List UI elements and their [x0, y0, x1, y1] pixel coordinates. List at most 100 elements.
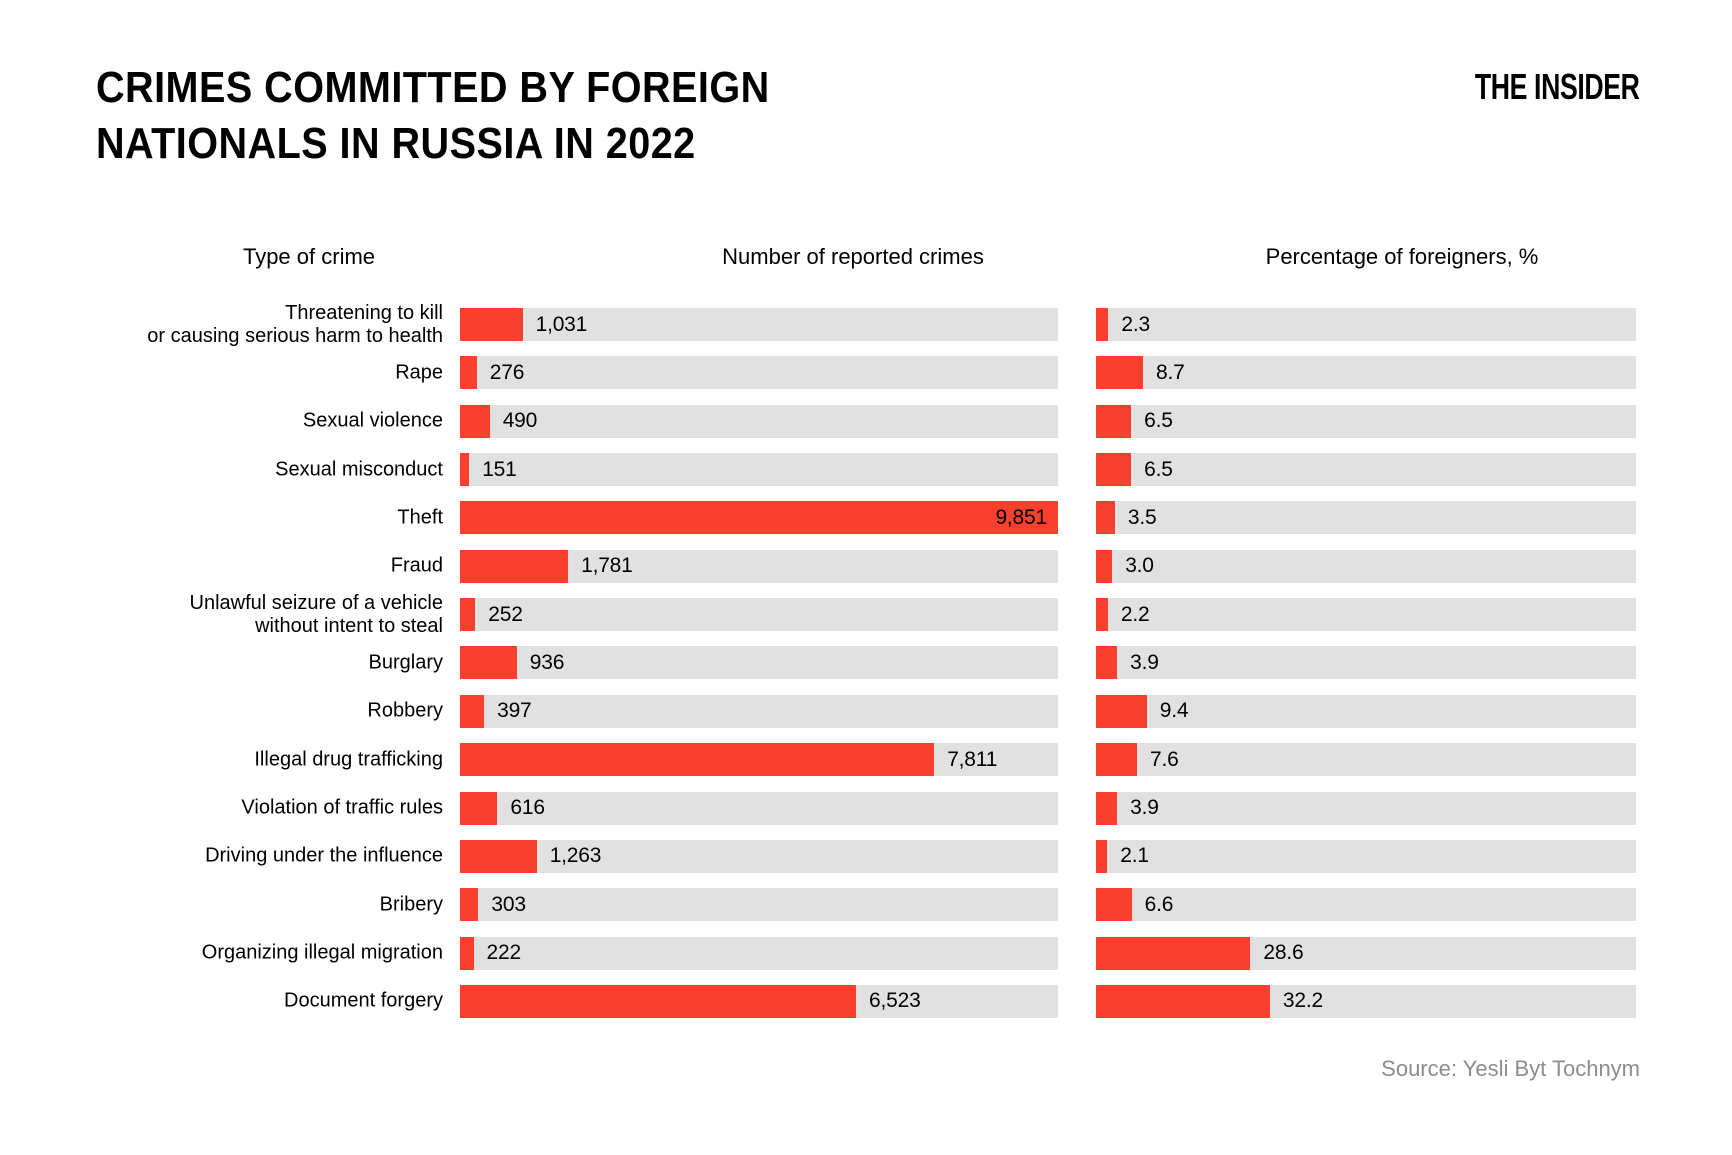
crimes-bar-track: 252 — [460, 598, 1058, 632]
crimes-bar-track: 6,523 — [460, 984, 1058, 1018]
crimes-bar-track: 222 — [460, 936, 1058, 970]
crimes-bar — [460, 453, 470, 487]
percentage-bar-track: 3.9 — [1096, 646, 1636, 680]
crimes-bar-track: 616 — [460, 791, 1058, 825]
percentage-bar — [1096, 356, 1143, 390]
percentage-value: 2.3 — [1121, 312, 1150, 336]
crimes-value: 1,263 — [549, 844, 602, 868]
crime-label-line: or causing serious harm to health — [147, 324, 443, 347]
percentage-bar — [1096, 501, 1115, 535]
percentage-bar — [1096, 694, 1147, 728]
percentage-value: 3.9 — [1130, 650, 1159, 674]
percentage-value: 6.6 — [1144, 892, 1174, 916]
percentage-bar-track: 2.2 — [1096, 598, 1636, 632]
table-row: Illegal drug trafficking 7,811 7.6 — [0, 743, 1732, 777]
crime-label-line: Sexual violence — [302, 409, 443, 432]
percentage-bar-track: 8.7 — [1096, 356, 1636, 390]
crime-label: Rape — [60, 361, 443, 384]
crimes-bar — [460, 936, 474, 970]
crimes-value: 936 — [529, 650, 565, 674]
crimes-bar — [460, 791, 498, 825]
table-row: Threatening to kill or causing serious ha… — [0, 302, 1732, 347]
crime-label: Fraud — [60, 555, 443, 578]
percentage-bar-track: 9.4 — [1096, 694, 1636, 728]
crimes-value: 1,031 — [535, 312, 588, 336]
table-row: Organizing illegal migration 222 28.6 — [0, 936, 1732, 970]
crime-label: Robbery — [60, 700, 443, 723]
crimes-value: 616 — [510, 796, 545, 819]
percentage-value: 2.2 — [1120, 602, 1150, 626]
percentage-bar-track: 7.6 — [1096, 743, 1636, 777]
percentage-bar — [1096, 404, 1132, 438]
percentage-value: 2.1 — [1120, 844, 1149, 868]
table-row: Robbery 397 9.4 — [0, 694, 1732, 728]
crime-label: Burglary — [60, 651, 443, 674]
crimes-value: 397 — [497, 699, 532, 723]
crime-label-line: Burglary — [368, 651, 443, 674]
percentage-value: 28.6 — [1263, 941, 1304, 965]
percentage-bar — [1096, 984, 1270, 1018]
crimes-bar-track: 151 — [460, 453, 1058, 487]
crimes-bar — [460, 888, 479, 922]
percentage-bar — [1096, 743, 1137, 777]
table-row: Sexual violence 490 6.5 — [0, 404, 1732, 438]
table-row: Violation of traffic rules 616 3.9 — [0, 791, 1732, 825]
table-row: Rape 276 8.7 — [0, 356, 1732, 390]
crime-label-line: Bribery — [379, 893, 443, 916]
percentage-value: 7.6 — [1150, 747, 1179, 771]
crime-label-line: Illegal drug trafficking — [254, 748, 443, 771]
crimes-value: 7,811 — [947, 747, 998, 771]
crimes-bar — [460, 501, 1058, 535]
crimes-bar-track: 276 — [460, 356, 1058, 390]
crime-label: Illegal drug trafficking — [60, 748, 443, 771]
crime-label: Sexual violence — [60, 410, 443, 433]
percentage-bar-track: 6.6 — [1096, 888, 1636, 922]
crimes-bar-track: 490 — [460, 404, 1058, 438]
percentage-value: 3.0 — [1125, 554, 1154, 578]
table-row: Theft 9,851 3.5 — [0, 501, 1732, 535]
percentage-bar — [1096, 646, 1118, 680]
percentage-bar — [1096, 598, 1108, 632]
crime-label-line: Violation of traffic rules — [241, 796, 443, 819]
percentage-bar — [1096, 549, 1113, 583]
crimes-value: 303 — [491, 892, 526, 916]
crime-label-line: Sexual misconduct — [275, 458, 443, 481]
column-header-percentage: Percentage of foreigners, % — [1265, 244, 1539, 269]
crime-label: Bribery — [60, 893, 443, 916]
percentage-bar-track: 2.1 — [1096, 839, 1636, 873]
percentage-bar-track: 28.6 — [1096, 936, 1636, 970]
table-row: Driving under the influence 1,263 2.1 — [0, 839, 1732, 873]
table-row: Document forgery 6,523 32.2 — [0, 984, 1732, 1018]
source-credit: Source: Yesli Byt Tochnym — [1381, 1056, 1640, 1081]
table-row: Burglary 936 3.9 — [0, 646, 1732, 680]
crimes-bar-track: 1,781 — [460, 549, 1058, 583]
percentage-bar — [1096, 791, 1118, 825]
page-title: CRIMES COMMITTED BY FOREIGN NATIONALS IN… — [96, 60, 770, 172]
page-title-line2: NATIONALS IN RUSSIA IN 2022 — [96, 119, 696, 168]
crime-label-line: Organizing illegal migration — [201, 941, 443, 964]
crimes-value: 1,781 — [581, 554, 633, 578]
column-header-type-of-crime: Type of crime — [242, 244, 376, 269]
percentage-value: 8.7 — [1156, 360, 1185, 384]
crimes-bar — [460, 404, 490, 438]
crimes-bar-track: 1,263 — [460, 839, 1058, 873]
crime-label-line: without intent to steal — [255, 614, 443, 637]
percentage-value: 9.4 — [1159, 699, 1189, 723]
crimes-value: 222 — [486, 941, 522, 965]
crime-label: Theft — [60, 506, 443, 529]
percentage-value: 6.5 — [1144, 409, 1173, 433]
crimes-bar-track: 7,811 — [460, 743, 1058, 777]
percentage-value: 6.5 — [1144, 457, 1173, 481]
crimes-bar-track: 936 — [460, 646, 1058, 680]
the-insider-logo: THE INSIDER — [1475, 66, 1640, 107]
crimes-value: 151 — [482, 457, 517, 481]
page-title-line1: CRIMES COMMITTED BY FOREIGN — [96, 63, 770, 112]
table-row: Unlawful seizure of a vehicle without int… — [0, 592, 1732, 637]
percentage-bar-track: 6.5 — [1096, 404, 1636, 438]
percentage-bar-track: 3.9 — [1096, 791, 1636, 825]
percentage-bar — [1096, 453, 1132, 487]
crime-label-line: Fraud — [390, 554, 443, 577]
crimes-bar-track: 303 — [460, 888, 1058, 922]
crimes-bar — [460, 694, 485, 728]
percentage-bar — [1096, 308, 1109, 341]
